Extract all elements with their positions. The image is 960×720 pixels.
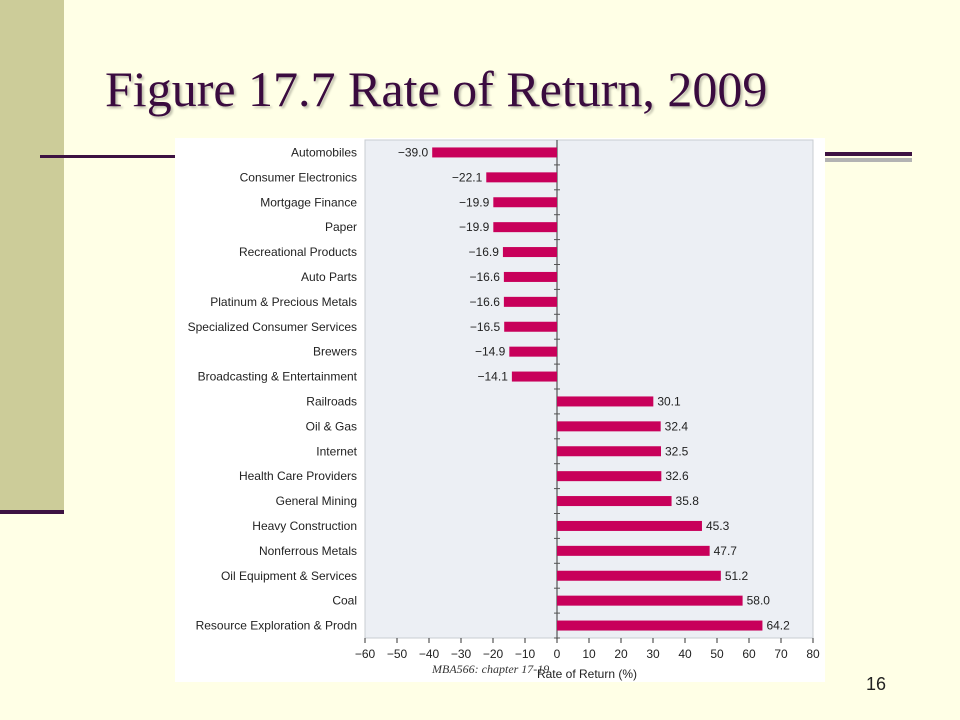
x-tick-label: −40 xyxy=(419,647,440,661)
data-label: −16.9 xyxy=(469,245,500,259)
data-label: −16.6 xyxy=(470,295,501,309)
page-number: 16 xyxy=(866,674,887,694)
category-label: General Mining xyxy=(276,494,357,508)
data-label: 51.2 xyxy=(725,569,749,583)
data-label: −14.9 xyxy=(475,345,506,359)
category-label: Consumer Electronics xyxy=(240,170,357,184)
sidebar-underline xyxy=(0,510,64,514)
bar xyxy=(511,371,557,382)
data-label: 64.2 xyxy=(766,619,790,633)
data-label: 32.6 xyxy=(665,469,689,483)
bar xyxy=(509,346,557,357)
x-tick-label: 40 xyxy=(678,647,692,661)
category-label: Platinum & Precious Metals xyxy=(210,295,357,309)
data-label: 32.4 xyxy=(665,419,689,433)
x-tick-label: 20 xyxy=(614,647,628,661)
category-label: Paper xyxy=(325,220,357,234)
category-label: Automobiles xyxy=(291,145,357,159)
data-label: −19.9 xyxy=(459,195,490,209)
category-label: Brewers xyxy=(313,345,357,359)
title-rule-right xyxy=(820,152,912,156)
bar xyxy=(504,321,557,332)
data-label: −22.1 xyxy=(452,170,483,184)
category-label: Railroads xyxy=(306,394,357,408)
category-label: Oil & Gas xyxy=(306,419,357,433)
bar xyxy=(557,595,743,606)
x-tick-label: 30 xyxy=(646,647,660,661)
title-rule-right-shadow xyxy=(820,158,912,162)
x-tick-label: 80 xyxy=(806,647,820,661)
category-label: Broadcasting & Entertainment xyxy=(198,370,358,384)
x-tick-label: −20 xyxy=(483,647,504,661)
bar xyxy=(557,545,710,556)
slide-footer: MBA566: chapter 17-19 xyxy=(432,662,550,676)
title-rule-left xyxy=(40,155,180,158)
category-label: Health Care Providers xyxy=(239,469,357,483)
plot-area xyxy=(364,139,814,639)
bar xyxy=(557,496,672,507)
bar xyxy=(493,197,557,208)
chart-frame: Automobiles −39.0 Consumer Electronics −22.… xyxy=(175,138,825,682)
bar xyxy=(557,471,662,482)
bar xyxy=(502,247,557,258)
bar xyxy=(557,421,661,432)
data-label: 47.7 xyxy=(714,544,738,558)
category-label: Resource Exploration & Prodn xyxy=(196,619,357,633)
data-label: 45.3 xyxy=(706,519,730,533)
data-label: −39.0 xyxy=(398,145,429,159)
bar xyxy=(557,446,661,457)
x-tick-label: 0 xyxy=(554,647,561,661)
category-label: Recreational Products xyxy=(239,245,357,259)
slide-title: Figure 17.7 Rate of Return, 2009 xyxy=(105,61,768,117)
category-label: Mortgage Finance xyxy=(260,195,357,209)
category-label: Oil Equipment & Services xyxy=(221,569,357,583)
data-label: −16.5 xyxy=(470,320,501,334)
x-tick-label: 60 xyxy=(742,647,756,661)
x-tick-label: −60 xyxy=(355,647,376,661)
category-label: Auto Parts xyxy=(301,270,357,284)
bar xyxy=(557,396,654,407)
x-tick-label: −50 xyxy=(387,647,408,661)
x-tick-label: 50 xyxy=(710,647,724,661)
data-label: −14.1 xyxy=(478,370,509,384)
category-label: Nonferrous Metals xyxy=(259,544,357,558)
data-label: −19.9 xyxy=(459,220,490,234)
data-label: 58.0 xyxy=(747,594,771,608)
category-label: Heavy Construction xyxy=(252,519,357,533)
sidebar-decoration xyxy=(0,0,64,510)
bar xyxy=(432,147,557,158)
data-label: 35.8 xyxy=(676,494,700,508)
x-tick-label: −10 xyxy=(515,647,536,661)
x-tick-label: 70 xyxy=(774,647,788,661)
data-label: 32.5 xyxy=(665,444,689,458)
category-label: Internet xyxy=(316,444,357,458)
category-label: Coal xyxy=(332,594,357,608)
x-tick-label: −30 xyxy=(451,647,472,661)
bar-chart: Automobiles −39.0 Consumer Electronics −22.… xyxy=(188,139,820,681)
x-tick-label: 10 xyxy=(582,647,596,661)
bar xyxy=(503,271,557,282)
bar xyxy=(557,570,721,581)
bar xyxy=(486,172,557,183)
bar xyxy=(493,222,557,233)
bar xyxy=(557,520,702,531)
bar xyxy=(503,296,557,307)
category-label: Specialized Consumer Services xyxy=(188,320,357,334)
data-label: −16.6 xyxy=(470,270,501,284)
bar xyxy=(557,620,763,631)
x-axis-label: Rate of Return (%) xyxy=(537,667,637,681)
data-label: 30.1 xyxy=(657,394,681,408)
